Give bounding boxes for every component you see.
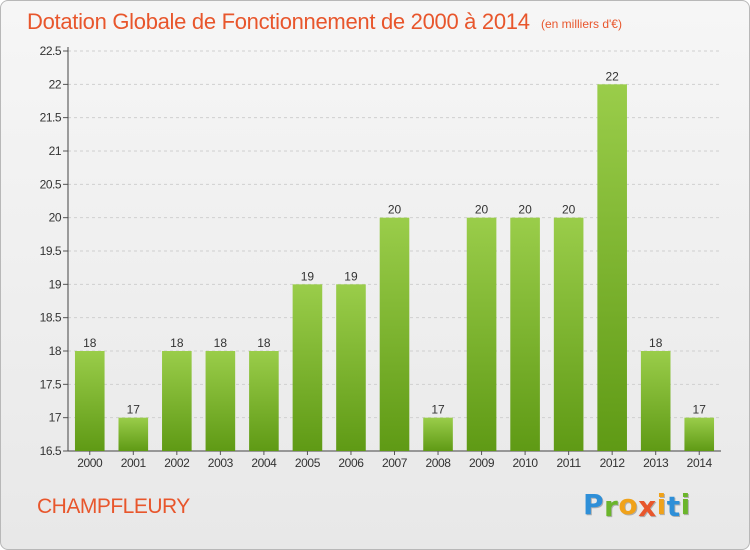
bar-2004 <box>249 351 279 451</box>
x-tick-label: 2001 <box>121 456 147 470</box>
y-tick-label: 22 <box>49 77 62 91</box>
data-label-2005: 19 <box>301 269 315 283</box>
data-label-2006: 19 <box>344 269 358 283</box>
logo-letter: t <box>666 490 681 523</box>
y-tick-label: 19.5 <box>40 244 62 258</box>
bar-2003 <box>205 351 236 451</box>
data-label-2014: 17 <box>693 403 707 417</box>
bar-2007 <box>379 217 410 451</box>
data-label-2004: 18 <box>257 336 271 350</box>
x-tick-label: 2006 <box>338 456 364 470</box>
bar-2000 <box>74 351 105 451</box>
bar-2005 <box>292 284 323 451</box>
commune-name: CHAMPFLEURY <box>37 495 190 518</box>
y-tick-label: 17 <box>49 411 62 425</box>
y-tick-label: 22.5 <box>40 44 62 58</box>
y-tick-label: 17.5 <box>40 377 62 391</box>
bar-2008 <box>423 417 453 451</box>
x-tick-label: 2007 <box>382 456 408 470</box>
bar-2012 <box>597 84 627 451</box>
y-tick-label: 19 <box>49 277 62 291</box>
x-tick-label: 2002 <box>164 456 190 470</box>
x-tick-label: 2005 <box>295 456 321 470</box>
chart-subtitle: (en milliers d'€) <box>541 17 622 31</box>
bar-2013 <box>640 351 671 451</box>
x-tick-label: 2010 <box>513 456 539 470</box>
bar-2001 <box>118 417 149 451</box>
data-label-2002: 18 <box>170 336 184 350</box>
x-tick-label: 2000 <box>77 456 103 470</box>
bar-2010 <box>510 217 540 451</box>
data-label-2010: 20 <box>518 203 532 217</box>
y-tick-label: 20 <box>49 211 62 225</box>
y-tick-label: 21.5 <box>40 111 62 125</box>
y-tick-label: 16.5 <box>40 444 62 458</box>
data-label-2009: 20 <box>475 203 489 217</box>
y-tick-label: 18.5 <box>40 311 62 325</box>
data-label-2013: 18 <box>649 336 663 350</box>
logo-letter: i <box>656 488 667 521</box>
data-label-2001: 17 <box>127 403 141 417</box>
data-label-2000: 18 <box>83 336 97 350</box>
logo-letter: r <box>604 490 619 523</box>
logo-letter: i <box>680 488 691 521</box>
y-tick-label: 21 <box>49 144 62 158</box>
data-label-2011: 20 <box>562 203 576 217</box>
y-tick-label: 20.5 <box>40 177 62 191</box>
x-tick-label: 2009 <box>469 456 495 470</box>
proxiti-logo: Proxiti <box>583 488 691 523</box>
x-tick-label: 2003 <box>208 456 234 470</box>
bar-2002 <box>162 351 192 451</box>
bar-2009 <box>466 217 497 451</box>
x-tick-label: 2012 <box>600 456 626 470</box>
chart-title: Dotation Globale de Fonctionnement de 20… <box>27 9 530 34</box>
x-tick-label: 2014 <box>687 456 713 470</box>
y-tick-label: 18 <box>49 344 62 358</box>
data-label-2008: 17 <box>431 403 445 417</box>
data-label-2007: 20 <box>388 203 402 217</box>
bar-2014 <box>684 417 715 451</box>
bar-2006 <box>336 284 366 451</box>
x-tick-label: 2011 <box>557 456 582 470</box>
x-tick-label: 2013 <box>643 456 669 470</box>
bar-2011 <box>553 217 584 451</box>
x-tick-label: 2008 <box>425 456 451 470</box>
x-tick-label: 2004 <box>251 456 277 470</box>
data-label-2012: 22 <box>605 69 619 83</box>
logo-letter: o <box>618 488 639 521</box>
logo-letter: x <box>638 490 657 523</box>
data-label-2003: 18 <box>214 336 228 350</box>
logo-letter: P <box>583 488 605 521</box>
